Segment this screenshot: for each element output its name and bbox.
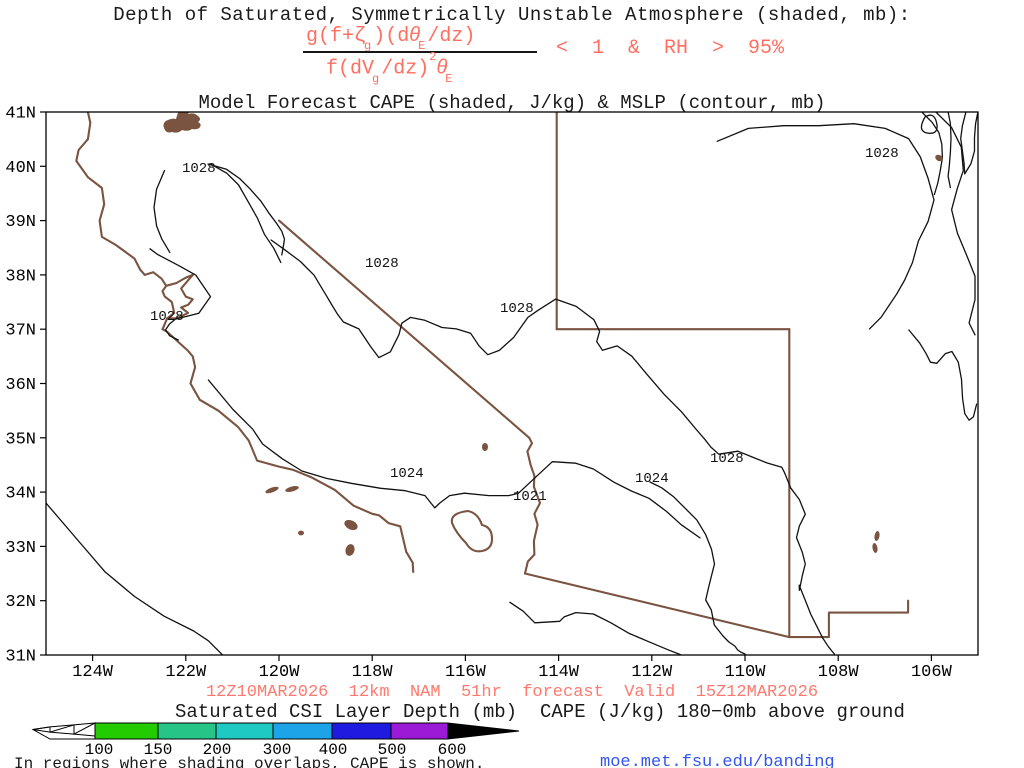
svg-text:110W: 110W: [725, 663, 767, 682]
svg-text:1028: 1028: [365, 256, 399, 272]
svg-text:1024: 1024: [390, 466, 424, 482]
svg-text:31N: 31N: [5, 648, 36, 667]
svg-text:108W: 108W: [818, 663, 860, 682]
svg-text:32N: 32N: [5, 593, 36, 612]
svg-text:33N: 33N: [5, 539, 36, 558]
svg-text:118W: 118W: [352, 663, 394, 682]
svg-text:122W: 122W: [165, 663, 207, 682]
svg-text:1021: 1021: [513, 489, 547, 505]
svg-text:124W: 124W: [72, 663, 114, 682]
svg-text:1024: 1024: [635, 471, 669, 487]
svg-text:1028: 1028: [150, 309, 184, 325]
svg-text:120W: 120W: [259, 663, 301, 682]
svg-text:106W: 106W: [911, 663, 953, 682]
svg-text:40N: 40N: [5, 159, 36, 178]
svg-text:1028: 1028: [865, 146, 899, 162]
svg-text:36N: 36N: [5, 376, 36, 395]
svg-text:35N: 35N: [5, 430, 36, 449]
svg-text:39N: 39N: [5, 213, 36, 232]
svg-text:37N: 37N: [5, 322, 36, 341]
svg-text:1028: 1028: [710, 451, 744, 467]
svg-text:1028: 1028: [500, 301, 534, 317]
svg-text:34N: 34N: [5, 485, 36, 504]
svg-text:41N: 41N: [5, 105, 36, 124]
svg-text:114W: 114W: [538, 663, 580, 682]
svg-text:38N: 38N: [5, 267, 36, 286]
svg-text:1028: 1028: [182, 161, 216, 177]
svg-text:116W: 116W: [445, 663, 487, 682]
svg-text:112W: 112W: [631, 663, 673, 682]
